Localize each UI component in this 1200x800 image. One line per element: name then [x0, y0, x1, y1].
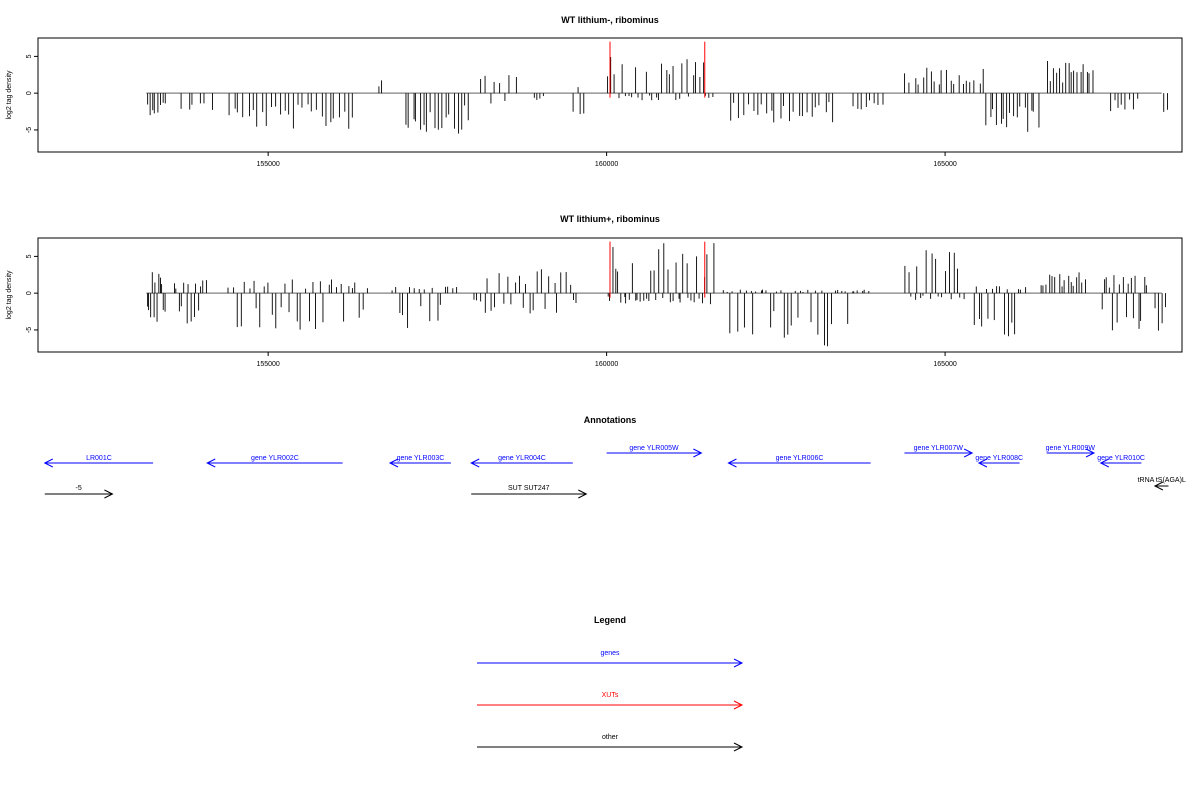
- gene-label: gene YLR009W: [1046, 445, 1096, 452]
- legend-label: genes: [600, 650, 620, 657]
- annotations-title: Annotations: [584, 415, 637, 425]
- x-tick-label: 160000: [595, 161, 618, 168]
- legend-label: other: [602, 734, 619, 741]
- x-tick-label: 160000: [595, 361, 618, 368]
- gene-arrow: gene YLR003C: [388, 455, 451, 468]
- other-label: SUT SUT247: [508, 485, 550, 492]
- legend-items: genes XUTs other: [477, 650, 744, 752]
- gene-label: gene YLR010C: [1097, 455, 1145, 462]
- y-tick-label: -5: [26, 127, 33, 133]
- legend: Legend genes XUTs other: [477, 615, 744, 752]
- other-label: tRNA tS(AGA)L: [1138, 477, 1186, 484]
- legend-item: other: [477, 734, 744, 752]
- legend-title: Legend: [594, 615, 626, 625]
- legend-item: XUTs: [477, 692, 744, 710]
- plot-frame: [37, 37, 1183, 153]
- y-tick-label: 0: [26, 291, 33, 295]
- plot-frame: [37, 237, 1183, 353]
- y-tick-label: 5: [26, 254, 33, 258]
- track-panel-lithium-minus: WT lithium-, ribominus log2 tag density …: [6, 15, 1183, 168]
- gene-label: gene YLR004C: [498, 455, 546, 462]
- y-axis-label: log2 tag density: [6, 270, 13, 320]
- panel-title: WT lithium+, ribominus: [560, 214, 660, 224]
- axis-ticks: 5 0 -5 155000 160000 165000: [26, 54, 957, 168]
- other-label: -5: [75, 485, 81, 492]
- gene-arrow: gene YLR009W: [1046, 445, 1096, 458]
- gene-label: gene YLR002C: [251, 455, 299, 462]
- other-arrow: tRNA tS(AGA)L: [1138, 477, 1186, 491]
- gene-arrow: gene YLR008C: [975, 455, 1023, 468]
- gene-arrow: LR001C: [43, 455, 154, 468]
- panel-title: WT lithium-, ribominus: [561, 15, 659, 25]
- legend-item: genes: [477, 650, 744, 668]
- y-tick-label: -5: [26, 327, 33, 333]
- gene-arrow: gene YLR002C: [206, 455, 343, 468]
- gene-arrows: LR001C gene YLR002C gene YLR003C gene YLR00…: [43, 445, 1145, 468]
- other-arrow: -5: [44, 485, 114, 499]
- gene-label: gene YLR005W: [629, 445, 679, 452]
- x-tick-label: 155000: [256, 361, 279, 368]
- gene-label: gene YLR007W: [914, 445, 964, 452]
- legend-label: XUTs: [602, 692, 619, 699]
- gene-arrow: gene YLR010C: [1097, 455, 1145, 468]
- density-bars: [146, 41, 1168, 134]
- gene-arrow: gene YLR006C: [727, 455, 871, 468]
- y-axis-label: log2 tag density: [6, 70, 13, 120]
- other-arrow: SUT SUT247: [471, 485, 588, 499]
- x-tick-label: 165000: [933, 361, 956, 368]
- gene-label: LR001C: [86, 455, 112, 462]
- gene-label: gene YLR003C: [397, 455, 445, 462]
- gene-arrow: gene YLR005W: [606, 445, 703, 458]
- gene-arrow: gene YLR004C: [470, 455, 573, 468]
- gene-arrow: gene YLR007W: [904, 445, 974, 458]
- gene-label: gene YLR006C: [776, 455, 824, 462]
- axis-ticks: 5 0 -5 155000 160000 165000: [26, 254, 957, 368]
- density-bars: [146, 241, 1166, 347]
- x-tick-label: 155000: [256, 161, 279, 168]
- other-arrows: -5 SUT SUT247 tRNA tS(AGA)L: [44, 477, 1186, 499]
- annotation-track: Annotations LR001C gene YLR002C gene YLR00…: [43, 415, 1186, 499]
- track-panel-lithium-plus: WT lithium+, ribominus log2 tag density …: [6, 214, 1183, 368]
- gene-label: gene YLR008C: [975, 455, 1023, 462]
- y-tick-label: 0: [26, 91, 33, 95]
- y-tick-label: 5: [26, 54, 33, 58]
- x-tick-label: 165000: [933, 161, 956, 168]
